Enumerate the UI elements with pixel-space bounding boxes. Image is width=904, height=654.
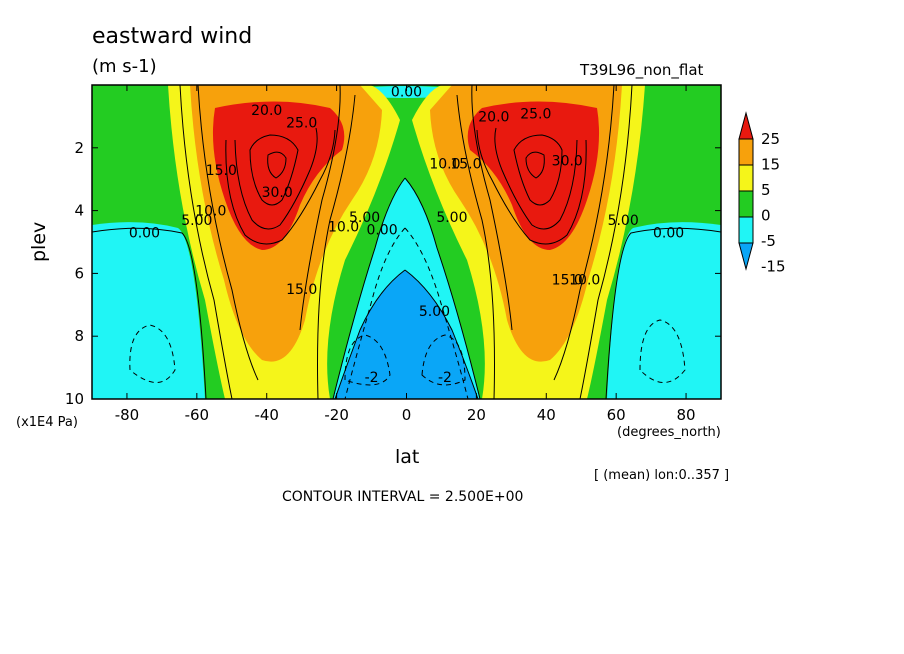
contour-label: 10.0 <box>569 273 600 289</box>
contour-label: 5.00 <box>181 213 212 229</box>
x-axis-label: lat <box>395 446 420 468</box>
chart-units: (m s-1) <box>92 56 157 77</box>
contour-label: 10.0 <box>195 204 226 220</box>
contour-label: 25.0 <box>520 106 551 122</box>
run-name: T39L96_non_flat <box>580 61 704 79</box>
y-tick-label: 4 <box>74 202 84 220</box>
contour-label: 15.0 <box>206 163 237 179</box>
x-tick-label: 60 <box>607 406 626 424</box>
y-tick-label: 10 <box>65 390 84 408</box>
contour-label: 15.0 <box>552 273 583 289</box>
colorbar-segment <box>738 190 754 218</box>
contour-label: 10.0 <box>328 219 359 235</box>
contour-label: 15.0 <box>450 157 481 173</box>
colorbar-label: -15 <box>761 258 786 276</box>
contour-label: 0.00 <box>653 226 684 242</box>
fill-blue-equator <box>335 270 478 399</box>
contour-label: 5.00 <box>349 210 380 226</box>
chart-title: eastward wind <box>92 24 253 49</box>
contour-label: 0.00 <box>366 222 397 238</box>
contour-label: 20.0 <box>478 109 509 125</box>
contour-label: 10.0 <box>429 157 460 173</box>
y-tick-label: 6 <box>74 264 84 282</box>
x-tick-label: 40 <box>537 406 556 424</box>
x-axis-unit: (degrees_north) <box>617 425 721 440</box>
contour-label: 20.0 <box>251 103 282 119</box>
colorbar-label: -5 <box>761 232 776 250</box>
contour-lines <box>92 85 721 399</box>
colorbar-label: 0 <box>761 207 771 225</box>
colorbar-bottom-triangle <box>738 242 754 271</box>
y-axis-unit: (x1E4 Pa) <box>16 415 78 430</box>
colorbar-segment <box>738 216 754 244</box>
y-axis-ticks: 2 4 6 8 10 <box>65 139 721 408</box>
contour-label: 30.0 <box>262 185 293 201</box>
colorbar-segment <box>738 164 754 192</box>
contour-interval: CONTOUR INTERVAL = 2.500E+00 <box>282 489 524 505</box>
y-tick-label: 2 <box>74 139 84 157</box>
x-tick-label: -20 <box>324 406 349 424</box>
contour-label: -2 <box>365 370 379 386</box>
x-tick-label: 80 <box>677 406 696 424</box>
mean-info: [ (mean) lon:0..357 ] <box>594 468 730 483</box>
colorbar: 25 15 5 0 -5 -15 <box>738 111 786 276</box>
contour-label: 0.00 <box>129 226 160 242</box>
contour-label: 25.0 <box>286 116 317 132</box>
x-tick-label: 20 <box>467 406 486 424</box>
contour-label: -2 <box>438 370 452 386</box>
y-tick-label: 8 <box>74 327 84 345</box>
x-tick-label: -40 <box>254 406 279 424</box>
x-tick-label: 0 <box>402 406 412 424</box>
contour-label: 5.00 <box>419 304 450 320</box>
colorbar-label: 5 <box>761 181 771 199</box>
contour-label: 5.00 <box>608 213 639 229</box>
colorbar-top-triangle <box>738 111 754 140</box>
fill-cyan-north <box>607 222 721 399</box>
x-tick-label: -60 <box>185 406 210 424</box>
contour-label: 15.0 <box>286 282 317 298</box>
contour-lines-negative <box>129 227 686 399</box>
x-tick-label: -80 <box>115 406 140 424</box>
x-axis-ticks: -80 -60 -40 -20 0 20 40 60 80 <box>115 85 696 424</box>
contour-label: 5.00 <box>436 210 467 226</box>
colorbar-label: 25 <box>761 130 780 148</box>
fill-cyan-south <box>92 222 205 399</box>
colorbar-label: 15 <box>761 156 780 174</box>
contour-fill <box>92 85 721 399</box>
colorbar-segment <box>738 138 754 166</box>
contour-label: 0.00 <box>391 84 422 100</box>
contour-labels: 20.025.015.030.010.05.000.00 10.05.000.00… <box>129 84 684 386</box>
contour-label: 30.0 <box>552 153 583 169</box>
